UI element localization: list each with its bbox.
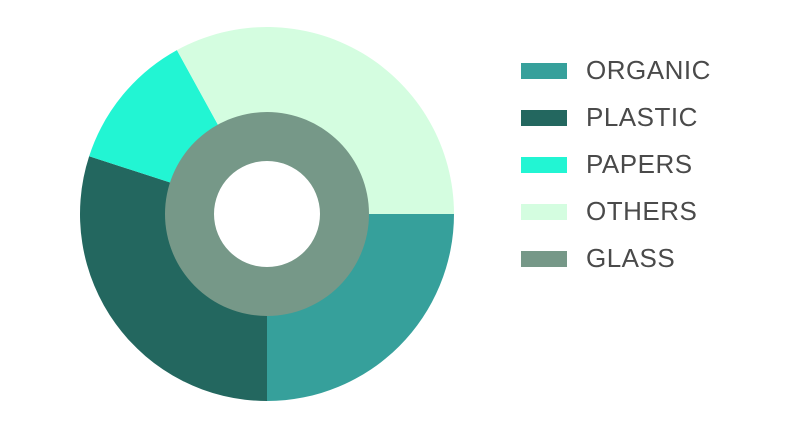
legend-swatch-papers xyxy=(521,156,567,173)
slice-organic[interactable] xyxy=(267,214,454,401)
legend-swatch-plastic xyxy=(521,109,567,126)
legend-swatch-glass xyxy=(521,250,567,267)
inner-ring xyxy=(164,112,369,316)
legend: ORGANIC PLASTIC PAPERS OTHERS GLASS xyxy=(521,47,711,282)
legend-label-plastic: PLASTIC xyxy=(586,102,698,132)
legend-item-papers[interactable]: PAPERS xyxy=(521,141,711,188)
legend-item-glass[interactable]: GLASS xyxy=(521,235,711,282)
legend-item-organic[interactable]: ORGANIC xyxy=(521,47,711,94)
slice-glass[interactable] xyxy=(164,112,369,316)
slice-others[interactable] xyxy=(176,27,455,215)
legend-label-others: OTHERS xyxy=(586,196,698,226)
legend-swatch-organic xyxy=(521,62,567,79)
donut-chart xyxy=(79,27,455,401)
slice-papers[interactable] xyxy=(89,50,219,183)
legend-label-papers: PAPERS xyxy=(586,149,693,179)
slice-plastic[interactable] xyxy=(79,156,267,401)
legend-item-others[interactable]: OTHERS xyxy=(521,188,711,235)
outer-ring xyxy=(79,27,455,401)
legend-label-organic: ORGANIC xyxy=(586,55,711,85)
legend-label-glass: GLASS xyxy=(586,243,676,273)
legend-swatch-others xyxy=(521,203,567,220)
legend-item-plastic[interactable]: PLASTIC xyxy=(521,94,711,141)
